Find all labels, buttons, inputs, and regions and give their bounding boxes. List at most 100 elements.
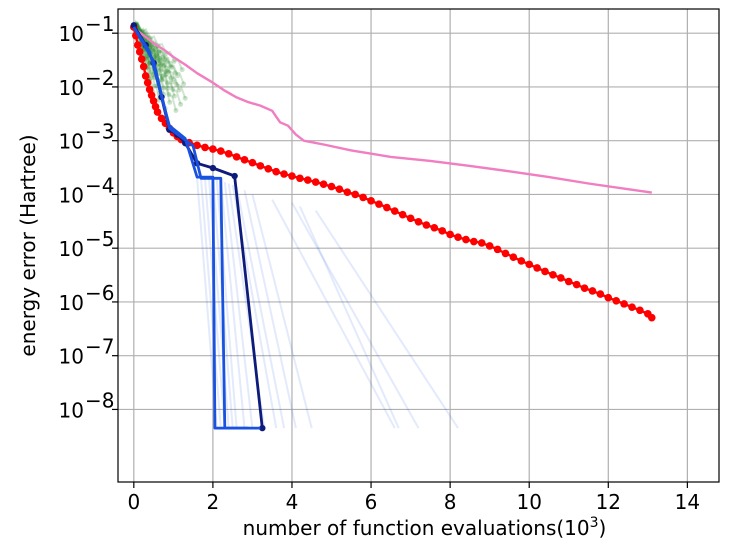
green-point-19-8	[161, 63, 167, 69]
green-point-11-12	[164, 71, 170, 77]
series-1-point-70	[588, 287, 597, 295]
x-tick-label-5: 10	[516, 490, 541, 514]
series-1-point-53	[454, 233, 462, 242]
series-1-point-34	[303, 176, 312, 184]
green-point-18-8	[160, 54, 166, 60]
series-1-point-25	[232, 153, 241, 161]
series-1-point-59	[501, 249, 510, 258]
faint-blue-line-15	[298, 205, 400, 429]
series-1-point-76	[636, 306, 644, 315]
series-1-point-55	[470, 237, 478, 246]
green-point-19-10	[168, 75, 174, 81]
green-point-23-4	[148, 43, 154, 49]
x-axis-label: number of function evaluations(103)	[243, 515, 607, 540]
green-point-11-8	[153, 53, 159, 59]
faint-blue-line-11	[243, 189, 297, 429]
green-point-16-8	[158, 67, 164, 73]
series-1-point-69	[580, 284, 589, 293]
y-tick-exponent-3: −4	[85, 173, 114, 197]
series-1-point-5	[139, 62, 148, 71]
y-tick-label-7: 10	[59, 398, 84, 422]
x-tick-label-3: 6	[365, 490, 378, 514]
y-tick-label-6: 10	[59, 345, 84, 369]
series-1-point-71	[596, 290, 605, 298]
faint-blue-line-7	[223, 181, 254, 429]
series-1-point-45	[390, 207, 399, 215]
series-1-point-47	[406, 214, 415, 223]
y-tick-label-3: 10	[59, 183, 84, 207]
y-tick-exponent-2: −3	[85, 120, 114, 144]
series-1-point-21	[201, 143, 209, 152]
series-1-point-40	[351, 190, 360, 199]
series-1-point-32	[288, 172, 296, 180]
series-1-point-7	[143, 78, 152, 87]
green-point-23-8	[165, 68, 171, 74]
series-1-point-57	[485, 242, 494, 250]
series-1-point-78	[647, 313, 656, 322]
green-point-0-10	[144, 53, 150, 59]
series-group	[130, 22, 656, 432]
series-1-point-65	[549, 270, 557, 279]
series-1-point-49	[422, 221, 431, 229]
series-1-point-67	[564, 277, 573, 286]
series-1-point-44	[383, 203, 391, 212]
y-tick-exponent-4: −5	[85, 227, 114, 251]
series-1-point-66	[557, 274, 565, 282]
series-1-point-24	[224, 150, 233, 158]
green-point-12-12	[165, 85, 171, 91]
x-axis-label-main: number of function evaluations(10	[243, 516, 590, 540]
x-tick-label-6: 12	[596, 490, 621, 514]
series-1-point-3	[135, 48, 144, 56]
series-1-point-60	[509, 253, 518, 261]
series-1-point-62	[525, 260, 534, 269]
series-1-point-37	[327, 182, 336, 191]
series-2-point-8	[209, 164, 217, 172]
series-1-point-23	[217, 147, 225, 155]
green-point-20-8	[162, 72, 168, 78]
green-point-6-10	[152, 83, 158, 89]
series-1-point-26	[240, 156, 249, 164]
green-point-17-8	[159, 76, 165, 82]
x-tick-label-0: 0	[127, 490, 140, 514]
series-2-point-10	[259, 424, 266, 432]
series-1-point-52	[446, 230, 454, 239]
series-1-point-42	[367, 197, 375, 205]
y-tick-exponent-7: −8	[85, 388, 114, 412]
x-axis-label-close: )	[599, 516, 607, 540]
faint-blue-line-1	[200, 178, 222, 429]
series-1-point-29	[264, 164, 273, 173]
faint-blue-line-10	[235, 186, 286, 429]
green-point-22-6	[156, 49, 162, 55]
green-point-22-10	[172, 70, 178, 76]
series-2-point-0	[130, 22, 138, 29]
green-point-11-10	[158, 62, 164, 68]
green-point-15-8	[157, 58, 163, 64]
faint-blue-line-13	[271, 199, 396, 429]
y-tick-exponent-5: −6	[85, 281, 114, 305]
series-1-point-61	[517, 257, 526, 265]
green-point-19-12	[176, 87, 182, 93]
green-point-14-8	[156, 49, 162, 55]
green-point-21-10	[171, 58, 177, 64]
series-1-point-35	[311, 178, 320, 186]
green-point-23-12	[182, 95, 188, 101]
green-point-23-10	[174, 82, 180, 88]
series-1-point-74	[620, 300, 628, 308]
series-1-point-28	[256, 162, 265, 170]
series-1-point-39	[343, 188, 352, 197]
y-tick-exponent-0: −1	[85, 12, 114, 36]
faint-blue-line-16	[314, 210, 459, 429]
green-point-22-8	[164, 59, 170, 65]
series-1-point-64	[541, 267, 549, 276]
series-1-point-54	[462, 235, 470, 244]
series-1-point-27	[248, 158, 257, 167]
green-point-15-12	[170, 79, 176, 85]
y-tick-label-2: 10	[59, 130, 84, 154]
series-1-point-58	[493, 245, 502, 254]
green-point-13-12	[167, 99, 173, 105]
green-point-17-12	[173, 107, 179, 113]
series-1-point-22	[209, 145, 217, 153]
series-1-point-38	[335, 185, 344, 194]
green-point-8-12	[159, 77, 165, 83]
